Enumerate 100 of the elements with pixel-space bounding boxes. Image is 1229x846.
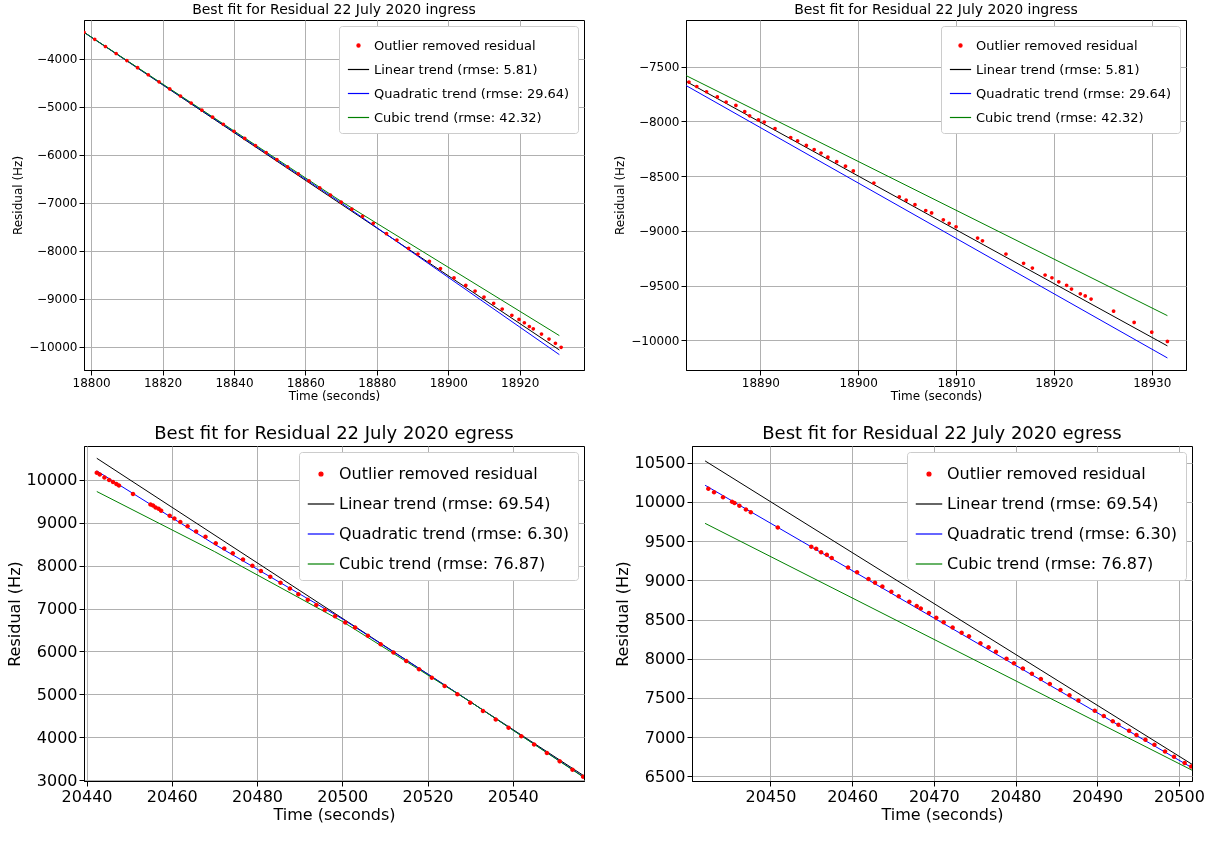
y-tick-label: 9000 [36, 513, 78, 533]
y-tick-label: 5000 [36, 684, 78, 704]
point [172, 516, 177, 521]
point [1020, 666, 1026, 671]
point [506, 725, 511, 731]
x-axis-title: Time (seconds) [272, 804, 396, 824]
point [843, 164, 848, 168]
legend-label: Cubic trend (rmse: 42.32) [374, 109, 542, 125]
point [157, 80, 161, 84]
point [941, 620, 946, 625]
point [694, 84, 699, 89]
y-tick-label: −8000 [36, 244, 78, 259]
x-tick-label: 20460 [827, 786, 879, 806]
legend-label: Cubic trend (rmse: 76.87) [339, 554, 546, 573]
x-tick-label: 20480 [990, 786, 1042, 806]
y-axis-title: Residual (Hz) [612, 561, 632, 667]
y-tick-label: 7500 [644, 688, 686, 708]
y-tick-label: 10000 [26, 470, 78, 490]
point [1149, 330, 1154, 335]
point [500, 307, 505, 311]
point [296, 172, 301, 176]
x-tick-label: 20520 [402, 786, 454, 806]
point [114, 51, 118, 56]
point [125, 58, 129, 63]
point [242, 136, 247, 141]
x-tick-label: 20540 [487, 786, 539, 806]
point [482, 295, 486, 299]
point [687, 80, 691, 84]
y-axis-title: Residual (Hz) [613, 155, 628, 236]
point [941, 217, 946, 222]
y-axis-title: Residual (Hz) [11, 155, 26, 236]
y-tick-label: −8500 [638, 169, 680, 184]
point [1021, 261, 1026, 266]
point [993, 649, 999, 655]
point [200, 108, 204, 112]
point [1188, 764, 1192, 769]
chart-title: Best fit for Residual 22 July 2020 egress [762, 422, 1122, 443]
point [819, 151, 823, 155]
point [210, 115, 215, 120]
point [1056, 279, 1061, 284]
chart-title: Best fit for Residual 22 July 2020 egress [154, 422, 514, 443]
point [193, 529, 199, 534]
point [980, 239, 985, 243]
legend-label: Outlier removed residual [374, 37, 536, 53]
point [747, 114, 752, 118]
legend-label: Cubic trend (rmse: 76.87) [947, 554, 1154, 573]
point [264, 150, 268, 155]
x-axis-title: Time (seconds) [880, 804, 1004, 824]
point [531, 326, 536, 331]
point [106, 477, 112, 483]
x-tick-label: 18930 [1133, 375, 1172, 390]
legend-label: Outlier removed residual [947, 464, 1146, 483]
y-tick-label: −9000 [36, 292, 78, 307]
point [1038, 676, 1044, 682]
x-tick-label: 20480 [232, 786, 284, 806]
y-tick-label: 8000 [36, 556, 78, 576]
point [395, 238, 399, 242]
x-axis-title: Time (seconds) [889, 388, 983, 403]
point [463, 283, 468, 288]
x-tick-label: 20500 [317, 786, 369, 806]
point [897, 194, 902, 199]
x-tick-label: 18840 [215, 375, 254, 390]
x-tick-label: 18890 [741, 375, 780, 390]
y-tick-label: 6500 [644, 766, 686, 786]
point [360, 214, 365, 219]
x-tick-label: 18880 [358, 375, 397, 390]
point [866, 576, 871, 582]
point [1116, 722, 1121, 727]
point [1111, 309, 1116, 314]
x-tick-label: 18900 [839, 375, 878, 390]
point [322, 607, 328, 613]
point [706, 486, 711, 491]
x-tick-label: 20490 [1072, 786, 1124, 806]
x-tick-label: 20500 [1153, 786, 1205, 806]
point [826, 155, 830, 159]
point [1067, 693, 1072, 698]
chart-title: Best fit for Residual 22 July 2020 ingress [192, 1, 476, 17]
y-tick-label: −9000 [638, 224, 680, 239]
point [872, 181, 876, 185]
point [221, 546, 227, 551]
point [544, 750, 550, 756]
point [343, 620, 348, 625]
legend-label: Quadratic trend (rmse: 29.64) [374, 85, 570, 101]
x-axis-title: Time (seconds) [287, 388, 381, 403]
y-tick-label: 7000 [36, 599, 78, 619]
point [1043, 273, 1047, 277]
point [480, 708, 486, 714]
legend-label: Linear trend (rmse: 69.54) [947, 494, 1159, 513]
x-tick-label: 18920 [1035, 375, 1074, 390]
point [473, 289, 477, 293]
point [1089, 297, 1093, 301]
point [743, 507, 749, 512]
point [339, 200, 343, 204]
point [788, 135, 793, 140]
x-tick-label: 18920 [501, 375, 540, 390]
point [285, 164, 290, 169]
point [918, 606, 924, 611]
x-tick-label: 18910 [937, 375, 976, 390]
point [250, 563, 255, 568]
y-tick-label: 10000 [634, 492, 686, 512]
